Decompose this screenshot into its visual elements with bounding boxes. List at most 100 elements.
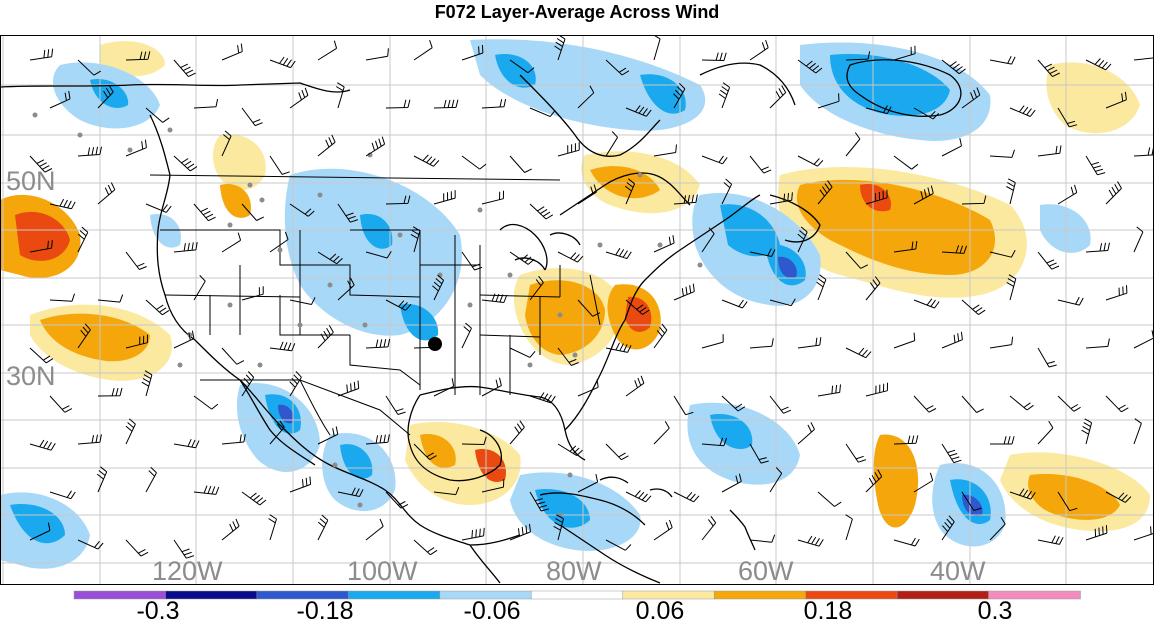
wind-barb [557, 443, 583, 457]
wind-barb [481, 190, 504, 205]
wind-barb [173, 539, 195, 559]
wind-barb [553, 514, 564, 541]
wind-barb [385, 299, 412, 311]
negative-anomaly-region [284, 168, 462, 336]
border-line [419, 230, 481, 395]
wind-barb [989, 336, 1014, 349]
wind-barb [1006, 274, 1017, 301]
colorbar-label: -0.18 [297, 597, 354, 622]
wind-barb [749, 338, 774, 349]
wind-barb [845, 347, 872, 359]
wind-barb [289, 371, 302, 397]
wind-barb [97, 182, 116, 205]
colorbar-segment [988, 590, 1081, 600]
coastline [559, 172, 691, 216]
positive-anomaly-region [590, 166, 660, 199]
wind-barb [432, 274, 445, 301]
station-dot [32, 112, 38, 118]
wind-barb [557, 142, 580, 157]
wind-barb [433, 487, 460, 496]
wind-barb [605, 443, 629, 461]
negative-anomaly-region [778, 256, 797, 279]
wind-barb [577, 299, 601, 317]
wind-barb [865, 469, 883, 493]
wind-barb [385, 99, 411, 109]
wind-barb [624, 178, 636, 205]
wind-barb [1133, 57, 1154, 61]
wind-barb [193, 98, 219, 109]
wind-barb [125, 539, 149, 557]
wind-barb [845, 132, 861, 157]
wind-barb [1105, 491, 1132, 503]
wind-barb [29, 155, 53, 173]
wind-barb [1057, 491, 1078, 512]
wind-barb [625, 105, 652, 117]
wind-barb [749, 39, 769, 61]
wind-barb [29, 347, 54, 364]
positive-anomaly-region [220, 184, 251, 218]
wind-barb [29, 522, 51, 541]
wind-barb [317, 134, 336, 157]
wind-barb [241, 107, 263, 127]
wind-barb [125, 334, 148, 349]
wind-barb [721, 178, 733, 205]
wind-barb [461, 322, 472, 349]
wind-barb [1006, 178, 1016, 205]
wind-barb [893, 537, 920, 547]
wind-barb [961, 491, 982, 511]
coastline [729, 509, 756, 551]
coastline [0, 82, 351, 93]
wind-barb [509, 59, 535, 74]
wind-barb [749, 155, 772, 174]
wind-barb [1133, 418, 1142, 445]
positive-anomaly-region [475, 449, 506, 482]
wind-barb [989, 516, 1006, 541]
wind-barb [173, 242, 198, 253]
wind-barb [481, 479, 505, 493]
wind-barb [77, 146, 102, 157]
station-dot [259, 197, 265, 203]
wind-barb [289, 297, 316, 305]
wind-barb [701, 227, 715, 253]
wind-barb [317, 40, 338, 61]
wind-barb [577, 184, 597, 205]
wind-barb [1009, 395, 1034, 411]
colorbar-segment [348, 590, 441, 600]
station-dot [127, 147, 133, 153]
wind-barb [365, 518, 384, 541]
wind-barb [29, 240, 53, 253]
wind-barb [557, 251, 584, 263]
wind-barb [605, 59, 630, 76]
wind-barb [77, 226, 89, 253]
wind-barb [625, 375, 645, 397]
border-line [164, 230, 301, 335]
station-dot [477, 207, 483, 213]
wind-barb [673, 395, 694, 416]
wind-barb [817, 180, 833, 205]
wind-barb [173, 59, 196, 78]
coastline [519, 74, 661, 157]
wind-barb [145, 203, 172, 213]
latitude-label-30n: 30N [6, 361, 56, 391]
wind-barb [125, 139, 147, 157]
colorbar-label: 0.18 [804, 597, 853, 622]
wind-barb [269, 56, 296, 69]
longitude-label-120w: 120W [152, 556, 223, 585]
positive-anomaly-region [15, 211, 70, 261]
wind-barb [413, 39, 433, 61]
wind-barb [49, 395, 73, 413]
wind-barb [365, 48, 389, 61]
wind-barb [1085, 58, 1112, 71]
wind-barb [529, 275, 544, 301]
wind-barb [173, 438, 200, 449]
station-dot [257, 362, 263, 368]
positive-anomaly-region [525, 280, 605, 355]
wind-barb [289, 87, 309, 109]
wind-barb [845, 251, 869, 269]
wind-barb [221, 518, 240, 541]
wind-barb [509, 523, 531, 541]
coastline [149, 114, 521, 546]
negative-anomaly-region [10, 504, 65, 544]
wind-barb [269, 341, 296, 352]
wind-barb [173, 155, 198, 172]
